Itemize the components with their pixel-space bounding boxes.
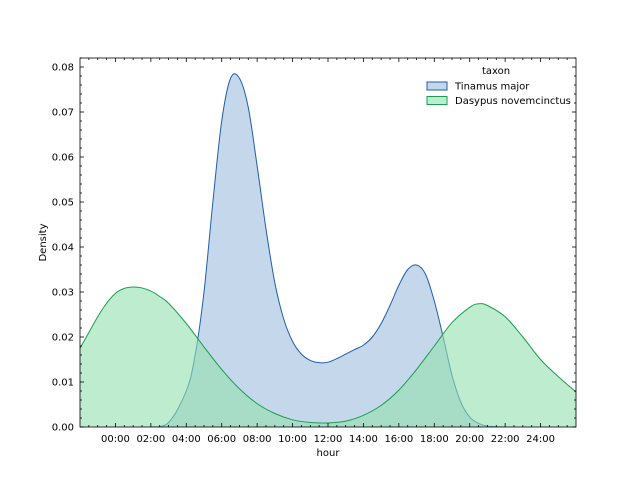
y-tick-label: 0.04 (52, 243, 74, 254)
x-tick-label: 10:00 (278, 434, 307, 445)
legend-label-tinamus-major: Tinamus major (454, 82, 530, 93)
y-tick-label: 0.05 (52, 198, 74, 209)
y-tick-label: 0.07 (52, 108, 74, 119)
legend-swatch-dasypus-novemcinctus (426, 96, 448, 105)
legend-swatch-tinamus-major (426, 81, 448, 91)
legend-entries: Tinamus major Dasypus novemcinctus (426, 81, 571, 107)
y-axis-label: Density (38, 223, 49, 261)
y-tick-label: 0.00 (52, 423, 74, 434)
y-tick-label: 0.06 (52, 153, 74, 164)
x-tick-label: 18:00 (420, 434, 449, 445)
y-tick-label: 0.02 (52, 333, 74, 344)
x-tick-label: 02:00 (136, 434, 165, 445)
series-line-dasypus-novemcinctus (80, 286, 576, 424)
x-axis-label: hour (317, 448, 341, 459)
x-tick-label: 06:00 (207, 434, 236, 445)
legend-label-dasypus-novemcinctus: Dasypus novemcinctus (455, 96, 571, 107)
y-tick-label: 0.01 (52, 378, 74, 389)
series-area-tinamus-major (150, 73, 506, 427)
x-tick-label: 08:00 (243, 434, 272, 445)
x-tick-label: 22:00 (491, 434, 520, 445)
legend: taxon Tinamus major Dasypus novemcinctus (426, 66, 571, 107)
legend-title: taxon (482, 66, 510, 77)
y-tick-label: 0.03 (52, 288, 74, 299)
x-tick-label: 16:00 (384, 434, 413, 445)
x-tick-label: 24:00 (526, 434, 555, 445)
series-area-dasypus-novemcinctus (80, 287, 576, 427)
y-tick-label: 0.08 (52, 63, 74, 74)
x-tick-label: 14:00 (349, 434, 378, 445)
x-tick-label: 00:00 (101, 434, 130, 445)
plot-frame (79, 57, 577, 428)
series-layer (80, 73, 576, 427)
ticks-layer: 00:00 02:00 04:00 06:00 08:00 10:00 12:00 14:00… (52, 57, 576, 445)
series-line-tinamus-major (150, 73, 506, 427)
x-tick-label: 04:00 (172, 434, 201, 445)
x-tick-label: 12:00 (314, 434, 343, 445)
x-tick-label: 20:00 (455, 434, 484, 445)
